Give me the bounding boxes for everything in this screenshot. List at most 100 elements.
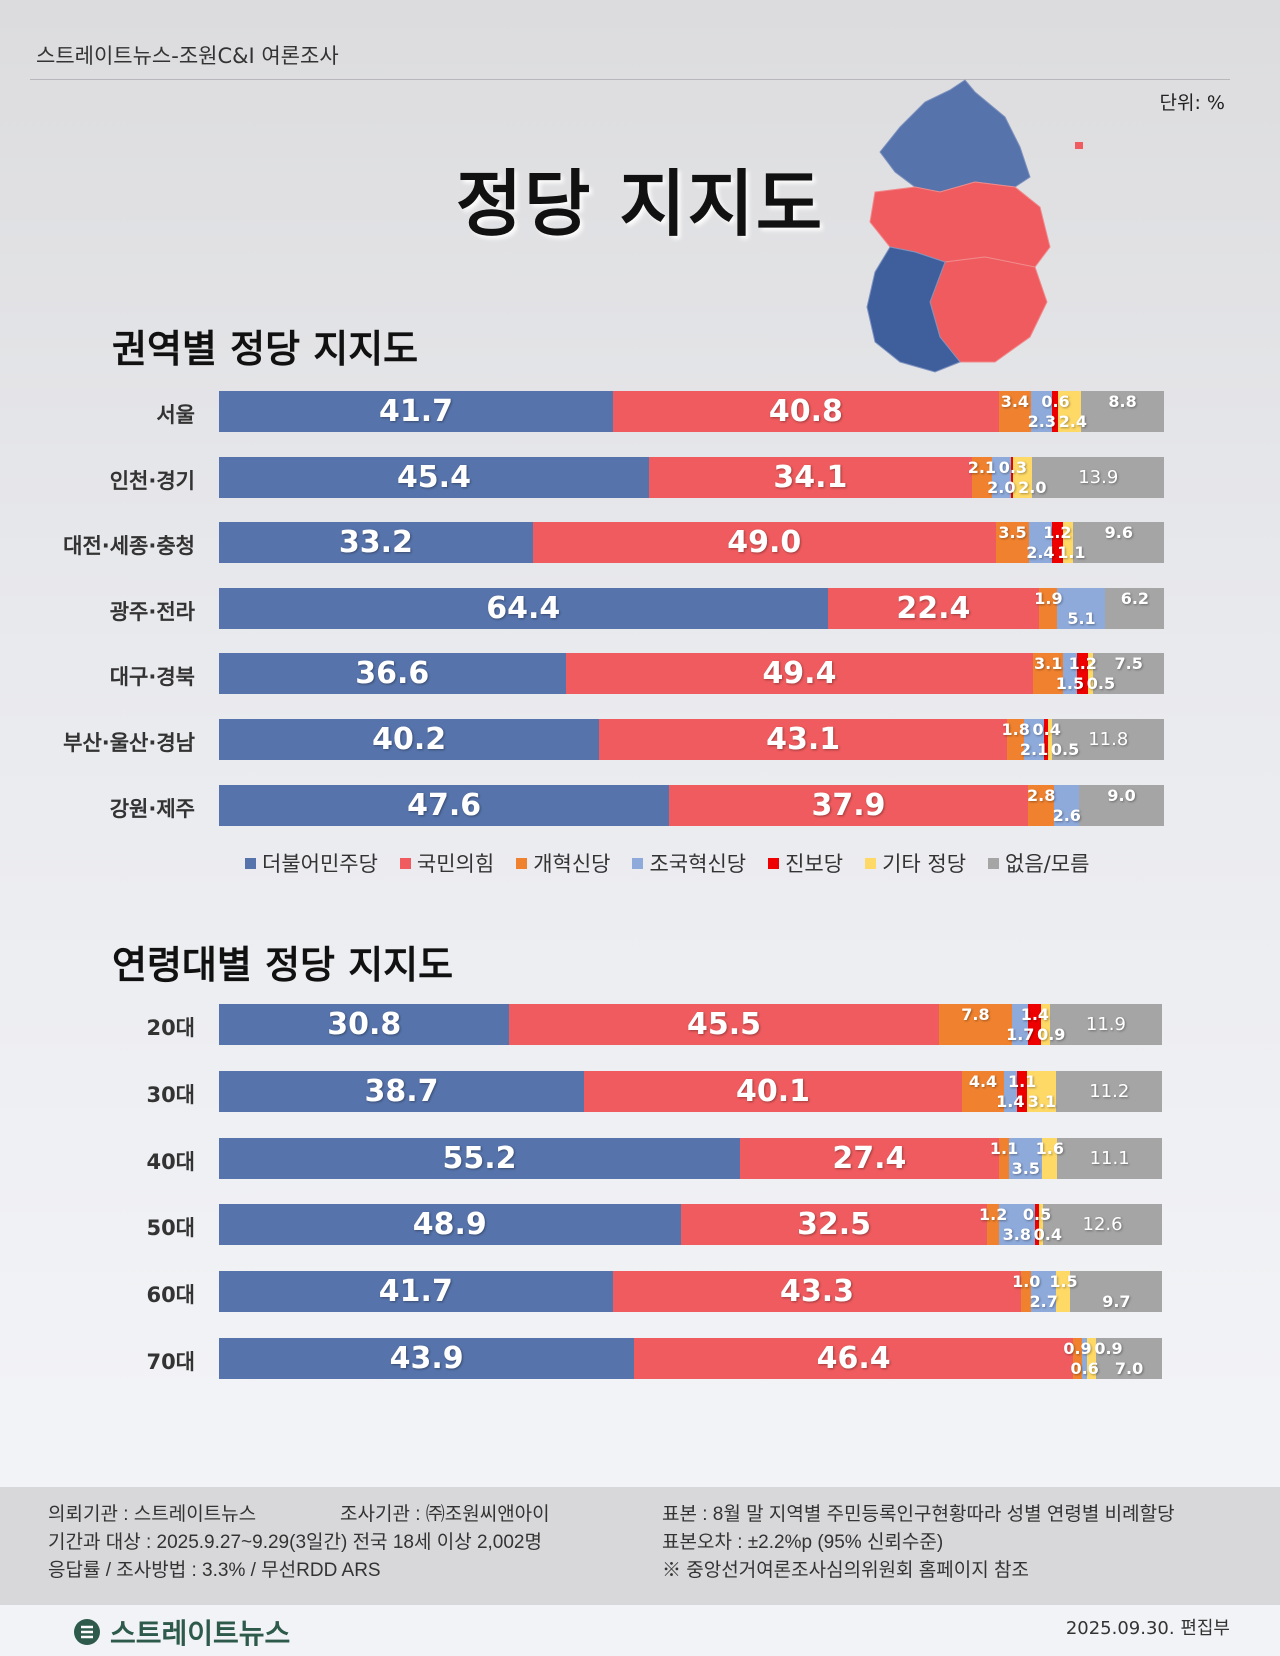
data-label: 1.4 bbox=[996, 1091, 1025, 1111]
legend-swatch bbox=[865, 857, 877, 869]
stacked-bar: 48.9 32.5 1.2 3.8 0.5 0.4 12.6 bbox=[219, 1204, 1162, 1246]
row-label: 20대 bbox=[146, 1016, 195, 1040]
publish-date: 2025.09.30. 편집부 bbox=[1065, 1618, 1230, 1639]
data-label: 22.4 bbox=[896, 590, 971, 626]
data-label: 0.9 bbox=[1094, 1339, 1123, 1358]
data-label: 11.8 bbox=[1088, 729, 1129, 750]
data-label: 2.0 bbox=[987, 477, 1016, 497]
data-label: 0.9 bbox=[1037, 1025, 1066, 1044]
bar-segment bbox=[998, 1137, 1010, 1179]
stacked-bar: 47.6 37.9 2.8 2.6 9.0 bbox=[219, 784, 1164, 826]
bar-segment bbox=[583, 1070, 963, 1112]
legend-swatch bbox=[399, 857, 411, 869]
data-label: 38.7 bbox=[364, 1073, 439, 1109]
legend-label: 개혁신당 bbox=[533, 852, 611, 876]
data-label: 6.2 bbox=[1120, 588, 1150, 608]
data-label: 43.9 bbox=[389, 1341, 464, 1376]
bar-segment bbox=[1076, 653, 1089, 695]
data-label: 9.7 bbox=[1102, 1292, 1131, 1312]
stacked-bar: 30.8 45.5 7.8 1.7 1.4 0.9 11.9 bbox=[219, 1004, 1162, 1045]
bar-segment bbox=[219, 1137, 741, 1179]
data-label: 2.6 bbox=[1052, 805, 1081, 825]
brand-name: 스트레이트뉴스 bbox=[110, 1617, 291, 1650]
bar-segment bbox=[1009, 1137, 1043, 1179]
bar-segment bbox=[648, 456, 972, 498]
header-divider bbox=[30, 79, 1230, 80]
bar-segment bbox=[1023, 719, 1044, 760]
data-label: 32.5 bbox=[796, 1207, 871, 1243]
footer-error: 표본오차 : ±2.2%p (95% 신뢰수준) bbox=[662, 1532, 944, 1553]
bar-segment bbox=[680, 1204, 988, 1246]
footer-note: ※ 중앙선거여론조사심의위원회 홈페이지 참조 bbox=[662, 1560, 1029, 1581]
data-label: 47.6 bbox=[407, 787, 482, 823]
data-label: 9.0 bbox=[1107, 785, 1136, 805]
bar-segment bbox=[219, 391, 614, 432]
bar-segment bbox=[1043, 1204, 1162, 1246]
legend-item: 개혁신당 bbox=[516, 848, 610, 878]
data-label: 41.7 bbox=[379, 394, 454, 429]
stacked-bar: 45.4 34.1 2.1 2.0 0.3 2.0 13.9 bbox=[219, 456, 1164, 498]
legend-swatch bbox=[245, 857, 256, 869]
bar-segment bbox=[1078, 784, 1164, 826]
data-label: 40.8 bbox=[768, 394, 843, 429]
bar-segment bbox=[219, 1070, 584, 1112]
stacked-bar: 33.2 49.0 3.5 2.4 1.2 1.1 9.6 bbox=[219, 522, 1164, 564]
bar-segment bbox=[971, 456, 992, 498]
bar-segment bbox=[565, 653, 1034, 695]
legend-label: 국민의힘 bbox=[416, 852, 495, 876]
bar-segment bbox=[1033, 653, 1063, 695]
bar-segment bbox=[1028, 1004, 1042, 1045]
data-label: 1.9 bbox=[1034, 588, 1063, 608]
data-label: 0.3 bbox=[998, 457, 1028, 477]
bar-segment bbox=[219, 522, 533, 564]
bar-segment bbox=[1073, 522, 1164, 564]
bar-segment bbox=[1057, 587, 1106, 629]
legend-label: 조국혁신당 bbox=[649, 852, 747, 876]
data-label: 1.1 bbox=[1057, 543, 1086, 563]
data-label: 3.5 bbox=[998, 523, 1027, 543]
data-label: 7.5 bbox=[1114, 654, 1143, 674]
header-text: 스트레이트뉴스-조원C&I 여론조사 bbox=[36, 44, 339, 68]
data-label: 11.2 bbox=[1089, 1080, 1130, 1102]
bar-segment bbox=[1003, 1070, 1017, 1112]
row-label: 부산·울산·경남 bbox=[63, 731, 195, 755]
data-label: 1.4 bbox=[1020, 1005, 1050, 1024]
data-label: 3.1 bbox=[1027, 1091, 1057, 1111]
bar-segment bbox=[1105, 587, 1164, 629]
bar-segment bbox=[634, 1338, 1074, 1379]
bar-segment bbox=[827, 587, 1040, 629]
data-label: 1.5 bbox=[1049, 1272, 1078, 1292]
row-label: 인천·경기 bbox=[109, 468, 195, 493]
bar-segment bbox=[509, 1004, 939, 1045]
data-label: 1.2 bbox=[1043, 523, 1072, 543]
data-label: 1.2 bbox=[979, 1205, 1008, 1225]
bar-segment bbox=[219, 1004, 510, 1045]
data-label: 0.9 bbox=[1063, 1339, 1092, 1358]
main-title: 정당 지지도 bbox=[455, 162, 825, 246]
data-label: 12.6 bbox=[1082, 1214, 1123, 1236]
data-label: 7.0 bbox=[1114, 1359, 1144, 1378]
data-label: 40.1 bbox=[736, 1073, 811, 1109]
legend-label: 기타 정당 bbox=[882, 852, 967, 876]
bar-segment bbox=[613, 391, 999, 432]
data-label: 11.1 bbox=[1089, 1147, 1130, 1169]
bar-segment bbox=[1030, 391, 1053, 432]
data-label: 8.8 bbox=[1108, 392, 1137, 411]
bar-segment bbox=[1070, 1271, 1162, 1313]
bar-segment bbox=[1095, 1338, 1162, 1379]
footer-method: 응답률 / 조사방법 : 3.3% / 무선RDD ARS bbox=[48, 1560, 381, 1581]
footer-sample: 표본 : 8월 말 지역별 주민등록인구현황따라 성별 연령별 비례할당 bbox=[662, 1504, 1175, 1525]
data-label: 1.7 bbox=[1006, 1025, 1035, 1044]
map-dokdo bbox=[1075, 142, 1083, 149]
legend: 더불어민주당 국민의힘 개혁신당 조국혁신당 진보당 기타 정당 없음/모름 bbox=[245, 848, 1089, 878]
bar-segment bbox=[1013, 456, 1033, 498]
data-label: 49.4 bbox=[762, 656, 837, 692]
bar-segment bbox=[1041, 1004, 1050, 1045]
data-label: 48.9 bbox=[412, 1207, 487, 1243]
legend-label: 없음/모름 bbox=[1005, 852, 1090, 876]
bar-segment bbox=[938, 1004, 1013, 1045]
data-label: 55.2 bbox=[442, 1140, 517, 1176]
bar-segment bbox=[1016, 1070, 1028, 1112]
row-label: 서울 bbox=[156, 403, 195, 427]
unit-label: 단위: % bbox=[1159, 92, 1225, 114]
